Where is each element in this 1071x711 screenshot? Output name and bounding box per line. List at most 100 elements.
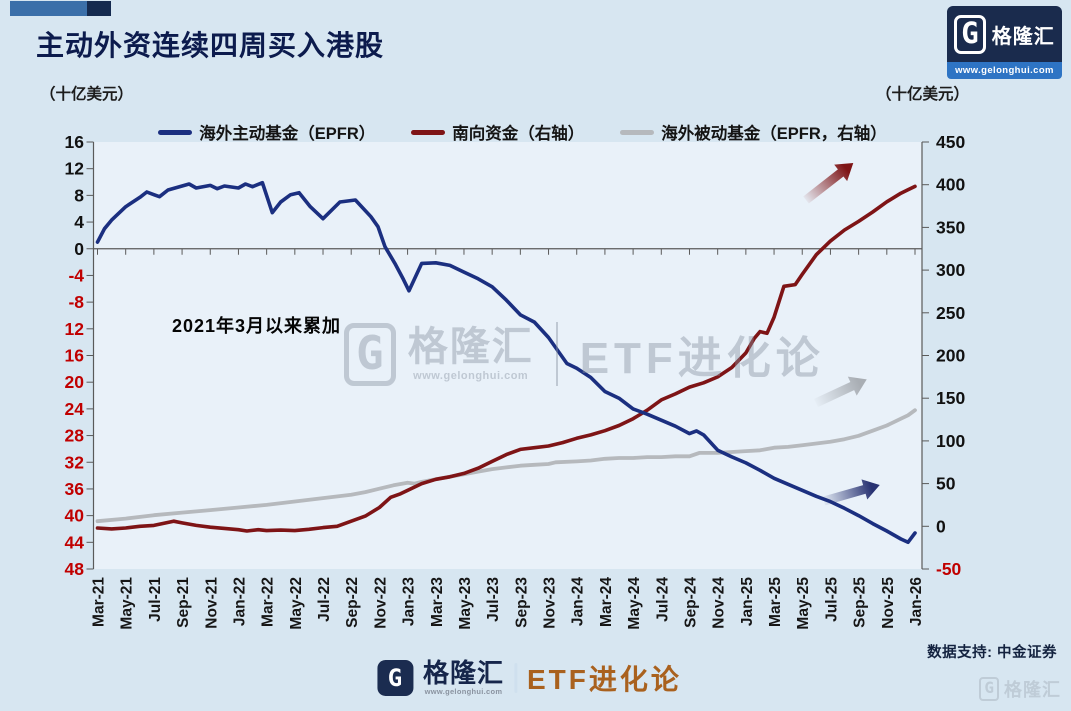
right-axis-label: 50	[936, 474, 956, 494]
right-axis-label: 0	[936, 516, 946, 536]
left-axis-label: 20	[65, 372, 85, 392]
x-axis-label: Sep-23	[513, 577, 530, 628]
legend-label-active-fund: 海外主动基金（EPFR）	[199, 125, 376, 143]
gelonghui-url[interactable]: www.gelonghui.com	[947, 62, 1062, 79]
right-axis-label: 250	[936, 303, 965, 323]
x-axis-label: May-21	[119, 577, 136, 630]
x-axis-label: Mar-22	[260, 577, 277, 627]
watermark-g-icon: G	[344, 322, 396, 386]
active-trend-arrow	[822, 479, 880, 506]
center-watermark: G 格隆汇 www.gelonghui.com ETF进化论	[344, 322, 825, 386]
southbound-trend-arrow	[803, 163, 854, 204]
left-axis-label: -8	[68, 292, 84, 312]
watermark-series: ETF进化论	[579, 334, 825, 383]
left-axis-label: 8	[74, 185, 84, 205]
legend-label-passive-fund: 海外被动基金（EPFR，右轴）	[661, 125, 887, 143]
x-axis-label: Mar-25	[767, 577, 784, 627]
watermark-url: www.gelonghui.com	[413, 370, 529, 382]
left-axis-label: 16	[65, 346, 85, 366]
x-axis-label: Mar-24	[598, 577, 615, 627]
x-axis-label: Jul-22	[316, 577, 333, 622]
left-axis-label: 28	[65, 426, 85, 446]
x-axis-label: Nov-23	[542, 577, 559, 629]
left-axis-unit-label: （十亿美元）	[40, 86, 134, 103]
gelonghui-g-icon: G	[954, 14, 986, 54]
passive-trend-arrow	[814, 376, 867, 408]
left-axis-label: 12	[65, 319, 85, 339]
footer-logo: G 格隆汇 www.gelonghui.com ETF进化论	[376, 657, 682, 698]
x-axis-label: Nov-22	[372, 577, 389, 629]
footer-brand-url: www.gelonghui.com	[424, 687, 503, 697]
legend-swatch-southbound	[411, 129, 446, 135]
chart-annotation: 2021年3月以来累加	[172, 316, 342, 336]
x-axis-label: Mar-23	[429, 577, 446, 627]
footer-brand: 格隆汇	[422, 657, 504, 688]
right-axis-label: 350	[936, 217, 965, 237]
corner-watermark: G 格隆汇	[979, 676, 1061, 702]
corner-watermark-brand: 格隆汇	[1004, 680, 1061, 700]
chart-legend: 海外主动基金（EPFR） 南向资金（右轴） 海外被动基金（EPFR，右轴）	[0, 120, 1071, 144]
footer-series: ETF进化论	[526, 664, 682, 695]
decoration-bar-navy	[87, 1, 111, 16]
left-axis-label: 12	[65, 159, 85, 179]
x-axis-label: Jan-24	[570, 577, 587, 626]
legend-item-passive-fund: 海外被动基金（EPFR，右轴）	[620, 120, 887, 144]
series-line-海外被动基金（EPFR，右轴）	[95, 408, 917, 524]
x-axis-label: Jul-25	[823, 577, 840, 622]
legend-item-southbound: 南向资金（右轴）	[411, 120, 584, 144]
x-axis-label: Nov-24	[711, 577, 728, 629]
x-axis-label: Sep-25	[852, 577, 869, 628]
right-axis-label: 450	[936, 132, 965, 152]
left-axis-label: 24	[65, 399, 85, 419]
right-axis-label: 100	[936, 431, 965, 451]
legend-swatch-passive-fund	[620, 129, 655, 135]
right-axis-label: -50	[936, 559, 962, 579]
page-title: 主动外资连续四周买入港股	[36, 30, 385, 61]
left-axis-label: 44	[65, 532, 85, 552]
x-axis-label: Sep-21	[175, 577, 192, 628]
x-axis-label: Sep-24	[682, 577, 699, 628]
series-line-海外主动基金（EPFR）	[95, 180, 917, 545]
gelonghui-brand-name: 格隆汇	[991, 25, 1055, 48]
plot-area	[93, 142, 922, 569]
data-support-note: 数据支持: 中金证券	[927, 645, 1057, 661]
x-axis-label: Jan-26	[908, 577, 925, 626]
left-axis-label: 32	[65, 452, 85, 472]
x-axis-label: Jan-22	[231, 577, 248, 626]
x-axis-label: May-22	[288, 577, 305, 630]
right-axis-label: 400	[936, 175, 965, 195]
x-axis-label: May-23	[457, 577, 474, 630]
decoration-bar-blue	[10, 1, 87, 16]
left-axis-label: 16	[65, 132, 85, 152]
right-axis-label: 150	[936, 388, 965, 408]
watermark-divider	[555, 322, 558, 386]
x-axis-label: Jan-25	[739, 577, 756, 626]
right-axis-label: 300	[936, 260, 965, 280]
left-axis-label: 0	[74, 239, 84, 259]
left-axis-label: 48	[65, 559, 85, 579]
x-axis-label: Sep-22	[344, 577, 361, 628]
left-axis-label: -4	[68, 265, 84, 285]
left-axis-label: 4	[74, 212, 84, 232]
x-axis-label: Jan-23	[401, 577, 418, 626]
x-axis-label: Jul-21	[147, 577, 164, 622]
series-line-南向资金（右轴）	[95, 184, 917, 533]
x-axis-label: Jul-24	[654, 577, 671, 622]
footer-g-icon: G	[376, 660, 413, 696]
legend-item-active-fund: 海外主动基金（EPFR）	[158, 120, 375, 144]
x-axis-label: Nov-21	[203, 577, 220, 629]
corner-watermark-g-icon: G	[979, 677, 999, 701]
legend-label-southbound: 南向资金（右轴）	[452, 125, 585, 143]
x-axis-label: May-24	[626, 577, 643, 630]
left-axis-label: 36	[65, 479, 85, 499]
x-axis-label: Jul-23	[485, 577, 502, 622]
gelonghui-logo[interactable]: G 格隆汇 www.gelonghui.com	[947, 6, 1062, 79]
right-axis-label: 200	[936, 346, 965, 366]
footer-divider	[513, 663, 517, 693]
watermark-brand: 格隆汇	[407, 325, 534, 369]
x-axis-label: Mar-21	[91, 577, 108, 627]
right-axis-unit-label: （十亿美元）	[876, 86, 970, 103]
x-axis-label: Nov-25	[880, 577, 897, 629]
